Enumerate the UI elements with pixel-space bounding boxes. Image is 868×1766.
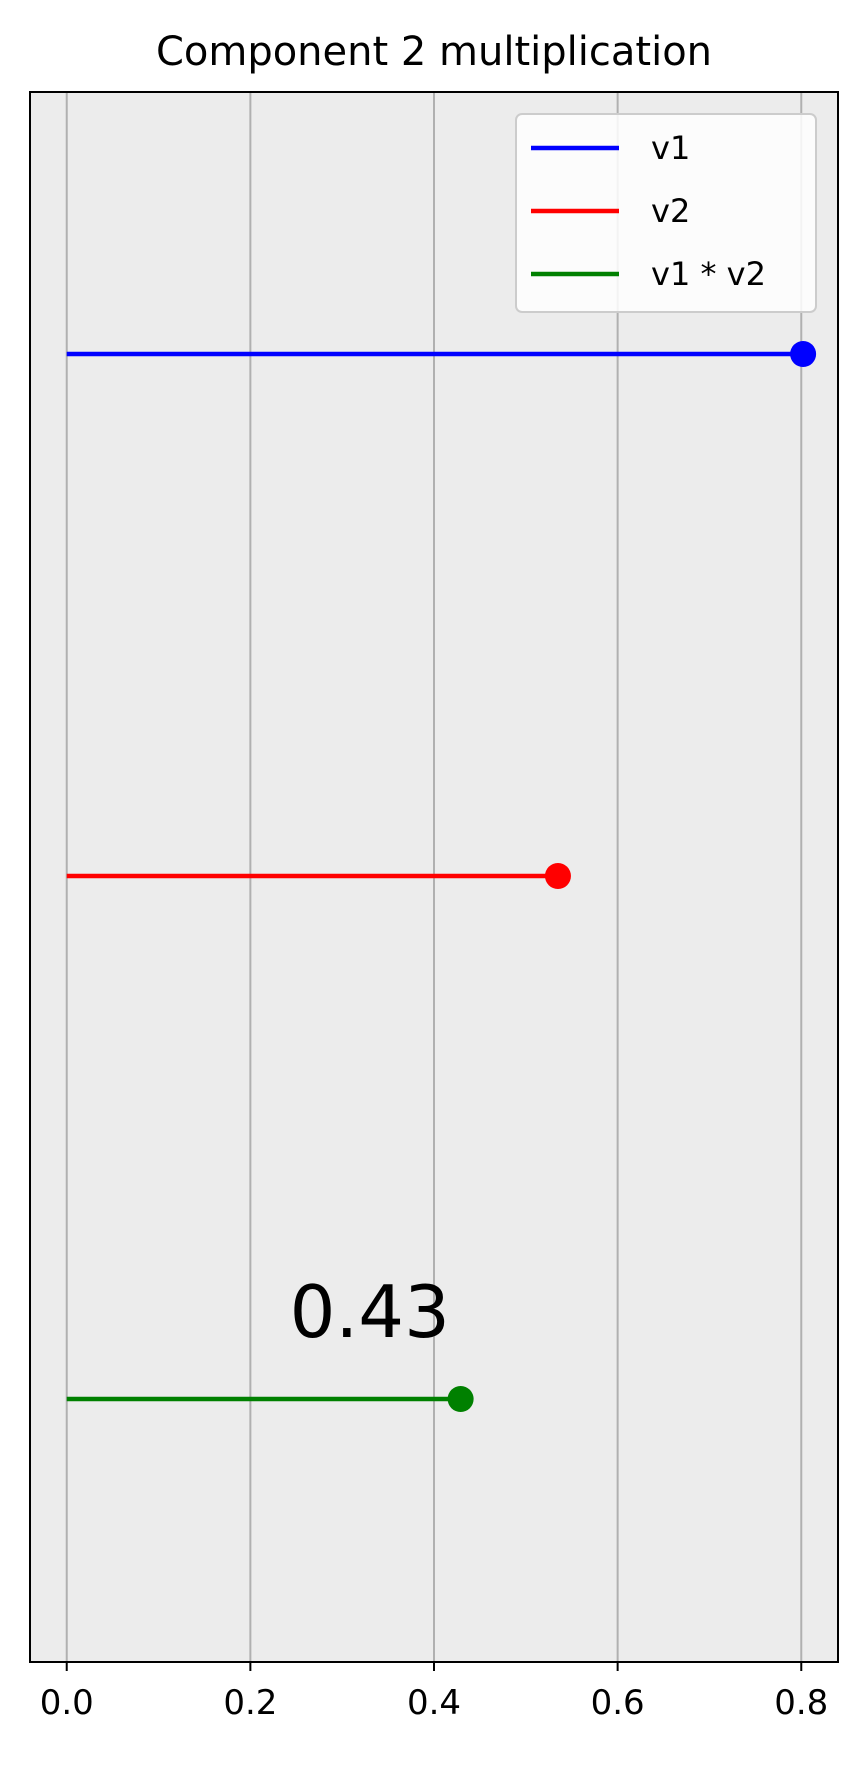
- plot-frame: [29, 91, 839, 1663]
- series-marker: [790, 341, 817, 367]
- chart-title: Component 2 multiplication: [156, 29, 712, 75]
- series-layer: [66, 341, 817, 1412]
- x-tick-label: 0.8: [774, 1683, 828, 1723]
- x-tick-label: 0.6: [591, 1683, 645, 1723]
- annotation-label: 0.43: [290, 1270, 450, 1354]
- x-tick-label: 0.2: [223, 1683, 277, 1723]
- legend-label: v1 * v2: [651, 255, 766, 293]
- legend-label: v1: [651, 129, 690, 167]
- legend-label: v2: [651, 192, 690, 230]
- legend: v1 v2 v1 * v2: [515, 113, 817, 313]
- x-tick-label: 0.4: [407, 1683, 461, 1723]
- series-marker: [544, 863, 571, 889]
- series-marker: [447, 1386, 474, 1412]
- legend-box: [515, 113, 817, 313]
- annotations: 0.43: [290, 1270, 450, 1354]
- x-tick-label: 0.0: [40, 1683, 94, 1723]
- x-axis-ticks: 0.0 0.2 0.4 0.6 0.8: [40, 1662, 828, 1723]
